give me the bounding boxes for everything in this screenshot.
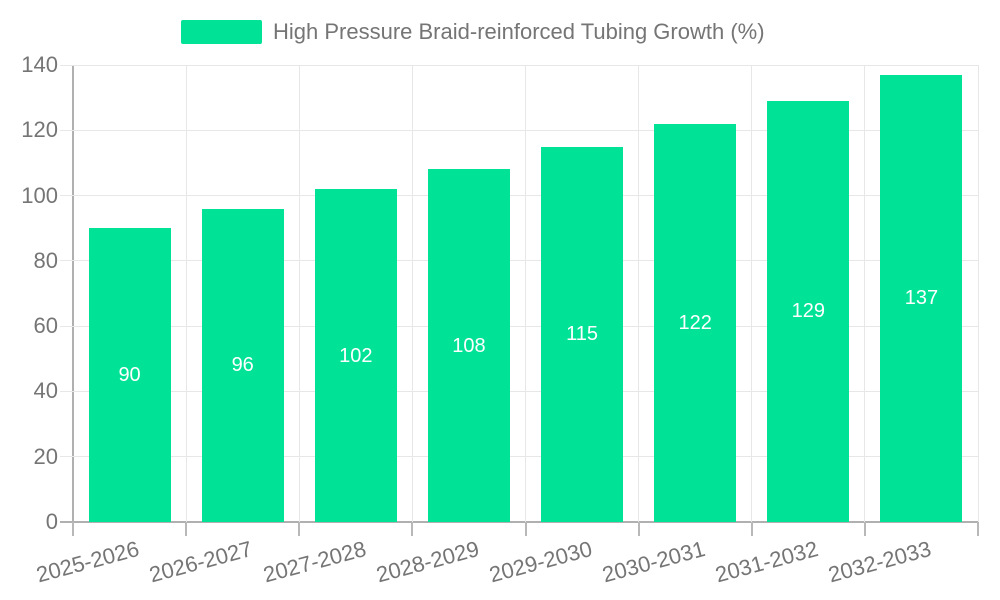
bar[interactable]: 137	[880, 74, 963, 522]
x-axis-category-label: 2026-2027	[147, 536, 256, 588]
bar-value-label: 102	[339, 344, 373, 367]
x-tick	[977, 522, 979, 536]
h-gridline	[60, 129, 978, 131]
v-gridline	[185, 65, 187, 522]
v-gridline	[751, 65, 753, 522]
bar[interactable]: 108	[427, 169, 510, 522]
bar-value-label: 115	[566, 323, 598, 346]
v-gridline	[298, 65, 300, 522]
bar-value-label: 137	[904, 287, 939, 310]
y-tick-label: 20	[33, 443, 58, 469]
x-tick	[524, 522, 527, 536]
x-tick	[863, 522, 866, 536]
y-tick-label: 0	[45, 509, 58, 534]
y-tick-label: 140	[21, 52, 58, 77]
x-axis-category-label: 2025-2026	[33, 536, 143, 588]
x-tick	[411, 522, 414, 536]
y-axis-line	[72, 65, 74, 536]
x-axis-category-label: 2030-2031	[599, 536, 708, 588]
bar-value-label: 108	[452, 334, 486, 357]
y-tick-label: 120	[21, 117, 58, 143]
y-tick-label: 80	[33, 247, 58, 273]
bar[interactable]: 102	[314, 189, 397, 522]
x-axis-category-label: 2028-2029	[373, 536, 482, 588]
legend-swatch	[181, 20, 262, 44]
h-gridline	[60, 260, 978, 262]
x-axis-category-label: 2029-2030	[486, 536, 595, 588]
bar-value-label: 122	[678, 311, 712, 334]
y-tick-label: 100	[21, 182, 58, 208]
bar-value-label: 96	[231, 354, 254, 377]
h-gridline	[60, 195, 978, 197]
h-gridline	[60, 390, 978, 392]
bar-value-label: 129	[791, 300, 825, 323]
x-axis-category-label: 2032-2033	[825, 536, 934, 588]
h-gridline	[60, 325, 978, 327]
x-tick	[298, 522, 301, 536]
x-tick	[72, 522, 74, 536]
legend-label: High Pressure Braid-reinforced Tubing Gr…	[273, 19, 765, 44]
h-gridline	[60, 64, 978, 66]
bar[interactable]: 96	[201, 208, 284, 522]
v-gridline	[525, 65, 526, 522]
y-tick-label: 40	[33, 378, 58, 404]
y-tick-label: 60	[33, 313, 58, 339]
plot-area: 90 96 102 108 115 122 129 137	[60, 64, 979, 522]
bar[interactable]: 90	[88, 228, 171, 522]
x-axis-line	[60, 521, 978, 523]
bar-value-label: 90	[118, 364, 141, 387]
bar[interactable]: 122	[654, 123, 737, 522]
v-gridline	[638, 65, 640, 522]
legend-item[interactable]: High Pressure Braid-reinforced Tubing Gr…	[181, 20, 765, 44]
v-gridline	[411, 65, 413, 522]
bar[interactable]: 129	[767, 100, 850, 522]
x-tick	[185, 522, 188, 536]
x-axis-category-label: 2027-2028	[260, 536, 369, 588]
x-tick	[750, 522, 753, 536]
v-gridline	[864, 65, 866, 522]
x-tick	[637, 522, 640, 536]
bar[interactable]: 115	[541, 146, 624, 522]
v-gridline	[977, 65, 979, 522]
x-axis-category-label: 2031-2032	[712, 536, 821, 588]
h-gridline	[60, 456, 978, 458]
